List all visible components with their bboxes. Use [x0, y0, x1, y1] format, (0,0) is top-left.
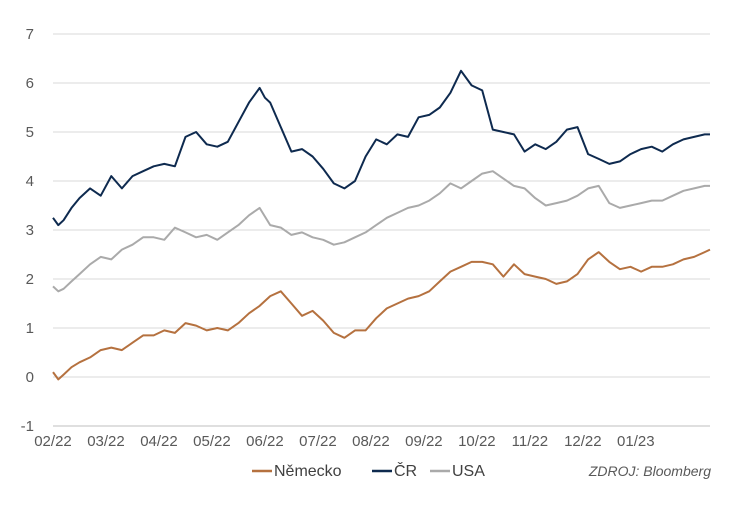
y-tick-label: 6	[26, 75, 34, 92]
legend-label: Německo	[274, 463, 342, 480]
y-tick-label: 7	[26, 26, 34, 43]
x-tick-label: 09/22	[405, 433, 443, 450]
x-tick-label: 01/23	[617, 433, 655, 450]
y-tick-label: 2	[26, 271, 34, 288]
x-axis	[53, 376, 710, 427]
series-lines	[52, 69, 711, 381]
x-tick-label: 08/22	[352, 433, 390, 450]
series-line	[52, 170, 710, 293]
x-tick-label: 12/22	[564, 433, 602, 450]
x-tick-label: 03/22	[87, 433, 125, 450]
x-tick-label: 11/22	[512, 433, 548, 450]
x-tick-label: 04/22	[140, 433, 178, 450]
legend-label: USA	[452, 463, 485, 480]
legend: Německo ČR USA	[252, 461, 485, 480]
x-tick-label: 02/22	[34, 433, 72, 450]
y-tick-label: 3	[26, 222, 34, 239]
x-tick-label: 07/22	[299, 433, 337, 450]
y-axis-ticks: -1 0 1 2 3 4 5 6 7	[21, 26, 34, 435]
grid-lines	[53, 33, 710, 427]
x-axis-ticks: 02/22 03/22 04/22 05/22 06/22 07/22 08/22 09/22…	[34, 433, 654, 450]
y-tick-label: 5	[26, 124, 34, 141]
source-note: ZDROJ: Bloomberg	[588, 463, 711, 479]
series-line	[52, 69, 710, 227]
y-tick-label: 0	[26, 369, 34, 386]
x-tick-label: 10/22	[458, 433, 496, 450]
x-tick-label: 06/22	[246, 433, 284, 450]
x-tick-label: 05/22	[193, 433, 231, 450]
series-line	[52, 248, 711, 381]
y-tick-label: 1	[26, 320, 34, 337]
y-tick-label: 4	[26, 173, 34, 190]
y-tick-label: -1	[21, 418, 34, 435]
legend-label: ČR	[394, 461, 417, 480]
